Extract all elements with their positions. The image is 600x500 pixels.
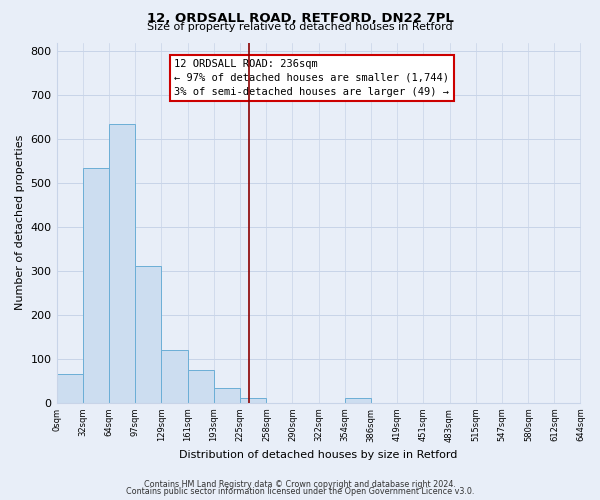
Bar <box>56 374 83 403</box>
Text: 12, ORDSALL ROAD, RETFORD, DN22 7PL: 12, ORDSALL ROAD, RETFORD, DN22 7PL <box>146 12 454 26</box>
X-axis label: Distribution of detached houses by size in Retford: Distribution of detached houses by size … <box>179 450 458 460</box>
Bar <box>239 398 266 403</box>
Bar <box>214 388 239 403</box>
Text: 12 ORDSALL ROAD: 236sqm
← 97% of detached houses are smaller (1,744)
3% of semi-: 12 ORDSALL ROAD: 236sqm ← 97% of detache… <box>175 58 449 96</box>
Bar <box>136 266 161 403</box>
Text: Size of property relative to detached houses in Retford: Size of property relative to detached ho… <box>147 22 453 32</box>
Bar <box>188 370 214 403</box>
Text: Contains public sector information licensed under the Open Government Licence v3: Contains public sector information licen… <box>126 487 474 496</box>
Bar <box>344 398 371 403</box>
Y-axis label: Number of detached properties: Number of detached properties <box>15 135 25 310</box>
Text: Contains HM Land Registry data © Crown copyright and database right 2024.: Contains HM Land Registry data © Crown c… <box>144 480 456 489</box>
Bar <box>109 124 136 403</box>
Bar <box>83 168 109 403</box>
Bar <box>161 350 188 403</box>
